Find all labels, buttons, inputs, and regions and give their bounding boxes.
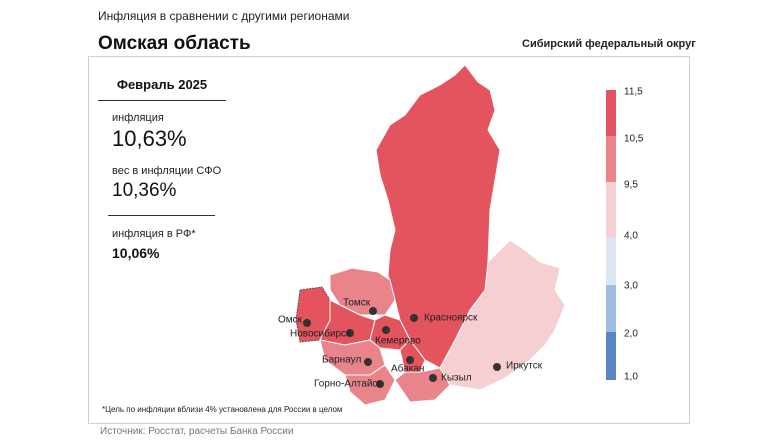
legend-label: 11,5 [624, 87, 643, 98]
regions [295, 64, 566, 406]
city-label: Иркутск [506, 361, 543, 372]
period: Февраль 2025 [116, 77, 208, 92]
divider [108, 215, 215, 216]
city-label: Омск [278, 315, 303, 326]
region-omsk [295, 286, 331, 343]
title: Омская область [98, 33, 251, 54]
city-dot [364, 358, 372, 366]
region-altai [344, 364, 396, 406]
legend-label: 9,5 [624, 180, 638, 191]
city-dot [303, 319, 311, 327]
source: Источник: Росстат, расчеты Банка России [100, 426, 294, 437]
legend-swatch [606, 182, 616, 237]
city-dot [369, 307, 377, 315]
city-dot [410, 314, 418, 322]
region-tomsk [329, 267, 396, 316]
region-khakassia [399, 339, 426, 373]
city-label: Абакан [391, 363, 424, 375]
legend-label: 3,0 [624, 281, 638, 292]
subtitle: Инфляция в сравнении с другими регионами [98, 9, 350, 23]
city-label: Томск [343, 298, 371, 309]
district: Сибирский федеральный округ [522, 38, 696, 50]
legend-label: 4,0 [624, 231, 638, 242]
legend-swatch [606, 136, 616, 182]
item-label: инфляция [112, 112, 164, 124]
legend-swatch [606, 332, 616, 380]
legend-label: 10,5 [624, 134, 644, 145]
city-dot [406, 356, 414, 364]
footnote: *Цель по инфляции вблизи 4% установлена … [102, 405, 342, 414]
city-dot [493, 363, 501, 371]
legend: 11,5 10,5 9,5 4,0 3,0 2,0 1,0 [606, 87, 644, 383]
content-frame [88, 56, 690, 424]
city-dot [376, 380, 384, 388]
city-dot [429, 374, 437, 382]
legend-swatch [606, 90, 616, 136]
period-box: Февраль 2025 [98, 70, 226, 101]
cities: Омск Томск Новосибирск Красноярск Кемерово Ба… [278, 298, 543, 390]
city-dot [346, 329, 354, 337]
item-value: 10,63% [112, 126, 187, 151]
item-value: 10,06% [112, 245, 160, 261]
legend-label: 1,0 [624, 372, 638, 383]
city-dot [382, 326, 390, 334]
item-label: инфляция в РФ* [112, 228, 196, 240]
city-label: Кызыл [441, 373, 472, 384]
city-label: Барнаул [322, 355, 361, 366]
city-label: Горно-Алтайск [314, 379, 382, 390]
city-label: Красноярск [424, 313, 478, 324]
item-value: 10,36% [112, 180, 177, 201]
legend-label: 2,0 [624, 329, 638, 340]
item-label: вес в инфляции СФО [112, 165, 222, 177]
city-label: Кемерово [375, 336, 421, 347]
legend-swatch [606, 285, 616, 332]
city-label: Новосибирск [290, 328, 351, 340]
legend-swatch [606, 237, 616, 285]
